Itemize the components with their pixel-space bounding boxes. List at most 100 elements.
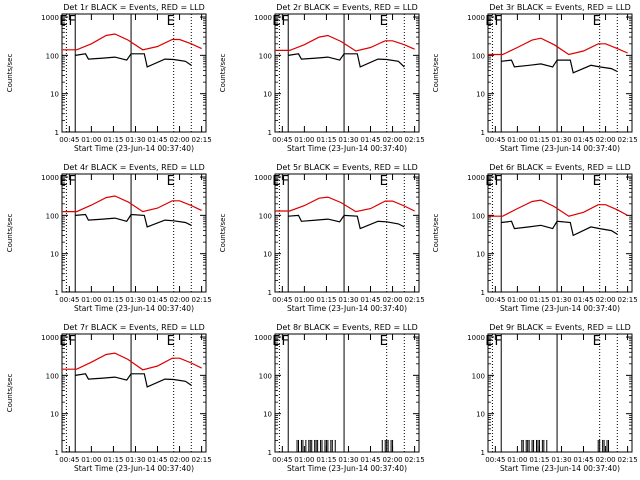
x-tick-label: 01:00 [294, 456, 314, 464]
events-series-line [501, 59, 618, 74]
x-tick-label: 01:45 [360, 136, 380, 144]
marker-label: E [59, 174, 67, 189]
panel-title: Det 9r BLACK = Events, RED = LLD [489, 323, 631, 332]
y-tick-label: 10 [476, 251, 485, 259]
x-tick-label: 02:15 [404, 456, 424, 464]
y-tick-label: 100 [259, 372, 272, 380]
y-axis-label: Counts/sec [6, 214, 14, 253]
y-tick-label: 10 [263, 411, 272, 419]
y-tick-label: 1 [55, 449, 59, 457]
x-tick-label: 01:45 [147, 456, 167, 464]
x-tick-label: 01:30 [125, 136, 145, 144]
x-tick-label: 01:15 [103, 136, 123, 144]
panel-title: Det 4r BLACK = Events, RED = LLD [63, 163, 205, 172]
lld-series-line [488, 199, 628, 217]
marker-label: E [272, 174, 280, 189]
x-tick-label: 01:15 [103, 296, 123, 304]
x-tick-label: 01:15 [316, 456, 336, 464]
y-tick-label: 10 [50, 91, 59, 99]
plot-frame [61, 173, 207, 293]
y-tick-label: 1000 [254, 14, 272, 22]
y-axis-label: Counts/sec [432, 54, 440, 93]
x-tick-label: 02:00 [595, 456, 615, 464]
plot-frame [487, 13, 633, 133]
plot-frame [61, 13, 207, 133]
y-tick-label: 10 [476, 411, 485, 419]
x-tick-label: 01:15 [529, 456, 549, 464]
panel-title: Det 3r BLACK = Events, RED = LLD [489, 3, 631, 12]
plot-frame [61, 333, 207, 453]
events-series-line [288, 53, 405, 68]
plot-frame [487, 173, 633, 293]
y-tick-label: 100 [46, 372, 59, 380]
x-tick-label: 02:15 [191, 136, 211, 144]
x-tick-label: 01:30 [551, 136, 571, 144]
x-tick-label: 01:00 [294, 136, 314, 144]
marker-label: E [272, 14, 280, 29]
events-series-line [75, 53, 192, 68]
panel-title: Det 1r BLACK = Events, RED = LLD [63, 3, 205, 12]
y-axis-label: Counts/sec [219, 214, 227, 253]
marker-label: F [281, 14, 288, 29]
marker-label: E [485, 174, 493, 189]
y-axis-label: Counts/sec [219, 54, 227, 93]
x-axis-label: Start Time (23-Jun-14 00:37:40) [500, 464, 620, 473]
panel-det-5: Det 5r BLACK = Events, RED = LLD 1 10 100 10… [219, 163, 425, 313]
x-axis-label: Start Time (23-Jun-14 00:37:40) [500, 144, 620, 153]
y-tick-label: 1 [268, 129, 272, 137]
marker-label: E [380, 334, 388, 349]
y-tick-label: 1 [55, 129, 59, 137]
x-tick-label: 01:00 [507, 296, 527, 304]
x-axis-label: Start Time (23-Jun-14 00:37:40) [287, 304, 407, 313]
x-tick-label: 02:15 [191, 296, 211, 304]
marker-label: E [485, 334, 493, 349]
marker-label: E [59, 14, 67, 29]
marker-label: E [485, 14, 493, 29]
x-tick-label: 01:15 [529, 136, 549, 144]
x-axis-label: Start Time (23-Jun-14 00:37:40) [287, 144, 407, 153]
y-tick-label: 1 [481, 449, 485, 457]
x-tick-label: 01:00 [81, 456, 101, 464]
panel-det-1: Det 1r BLACK = Events, RED = LLD 1 10 100 10… [6, 3, 212, 153]
marker-label: F [281, 334, 288, 349]
marker-label: E [167, 14, 175, 29]
y-tick-label: 1 [481, 289, 485, 297]
x-tick-label: 01:30 [338, 456, 358, 464]
x-tick-label: 01:45 [360, 296, 380, 304]
y-tick-label: 1000 [467, 14, 485, 22]
y-axis-label: Counts/sec [432, 214, 440, 253]
marker-label: F [281, 174, 288, 189]
x-tick-label: 01:45 [147, 296, 167, 304]
y-tick-label: 10 [263, 91, 272, 99]
marker-label: F [68, 334, 75, 349]
x-tick-label: 02:15 [617, 136, 637, 144]
marker-label: F [68, 14, 75, 29]
x-tick-label: 01:15 [316, 136, 336, 144]
panel-det-6: Det 6r BLACK = Events, RED = LLD 1 10 100 10… [432, 163, 638, 313]
x-tick-label: 01:30 [125, 456, 145, 464]
y-tick-label: 100 [472, 212, 485, 220]
x-tick-label: 02:15 [617, 456, 637, 464]
panel-title: Det 6r BLACK = Events, RED = LLD [489, 163, 631, 172]
x-tick-label: 01:30 [551, 296, 571, 304]
x-tick-label: 01:15 [529, 296, 549, 304]
lld-series-line [62, 195, 202, 213]
x-axis-label: Start Time (23-Jun-14 00:37:40) [74, 144, 194, 153]
x-tick-label: 02:00 [169, 456, 189, 464]
x-tick-label: 01:00 [294, 296, 314, 304]
x-tick-label: 02:00 [169, 136, 189, 144]
plot-frame [487, 333, 633, 453]
lld-series-line [275, 34, 415, 52]
marker-label: E [593, 14, 601, 29]
y-tick-label: 100 [259, 212, 272, 220]
y-axis-label: Counts/sec [6, 374, 14, 413]
y-tick-label: 10 [263, 251, 272, 259]
x-tick-label: 01:15 [103, 456, 123, 464]
y-tick-label: 100 [472, 52, 485, 60]
x-tick-label: 02:15 [191, 456, 211, 464]
events-series-line [288, 214, 405, 230]
y-tick-label: 1000 [467, 174, 485, 182]
y-tick-label: 100 [46, 52, 59, 60]
lld-series-line [488, 37, 628, 56]
